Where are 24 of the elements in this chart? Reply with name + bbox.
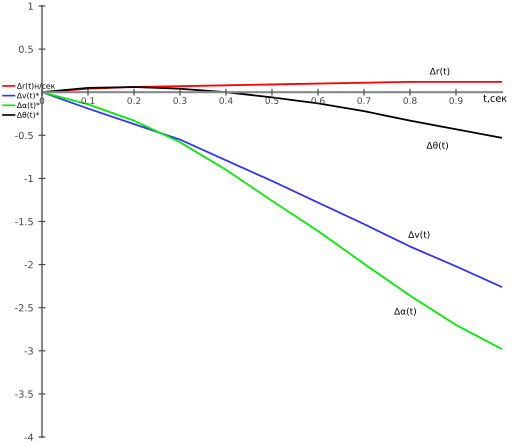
y-tick-label: -2	[24, 261, 33, 268]
y-tick-label: -3	[24, 347, 33, 355]
y-tick-label: -2.5	[15, 304, 33, 312]
y-tick-label: -1.5	[15, 218, 33, 226]
x-tick-label: 0.2	[127, 97, 140, 104]
x-axis-title: t,сек	[483, 94, 507, 103]
y-tick-label: 0.5	[18, 46, 33, 53]
annotation: Δv(t)	[408, 230, 430, 239]
y-tick-label: -4	[24, 434, 34, 441]
y-tick-label: -3.5	[15, 390, 33, 398]
x-tick-label: 0.6	[311, 97, 325, 104]
x-tick-label: 0.5	[265, 97, 278, 104]
y-tick-label: -1	[24, 175, 33, 182]
x-tick-label: 0.9	[449, 97, 463, 104]
x-tick-label: 0.4	[219, 97, 233, 104]
annotation: Δα(t)	[394, 308, 416, 316]
x-tick-label: 0.3	[173, 97, 186, 104]
x-tick-label: 0.8	[403, 97, 417, 104]
annotation: Δθ(t)	[426, 142, 448, 150]
y-tick-label: -0.5	[15, 132, 33, 140]
y-tick-label: 1	[28, 2, 33, 10]
x-tick-label: 0.7	[357, 97, 370, 104]
annotation: Δr(t)	[430, 68, 450, 76]
x-tick-label: 0.1	[81, 97, 94, 104]
